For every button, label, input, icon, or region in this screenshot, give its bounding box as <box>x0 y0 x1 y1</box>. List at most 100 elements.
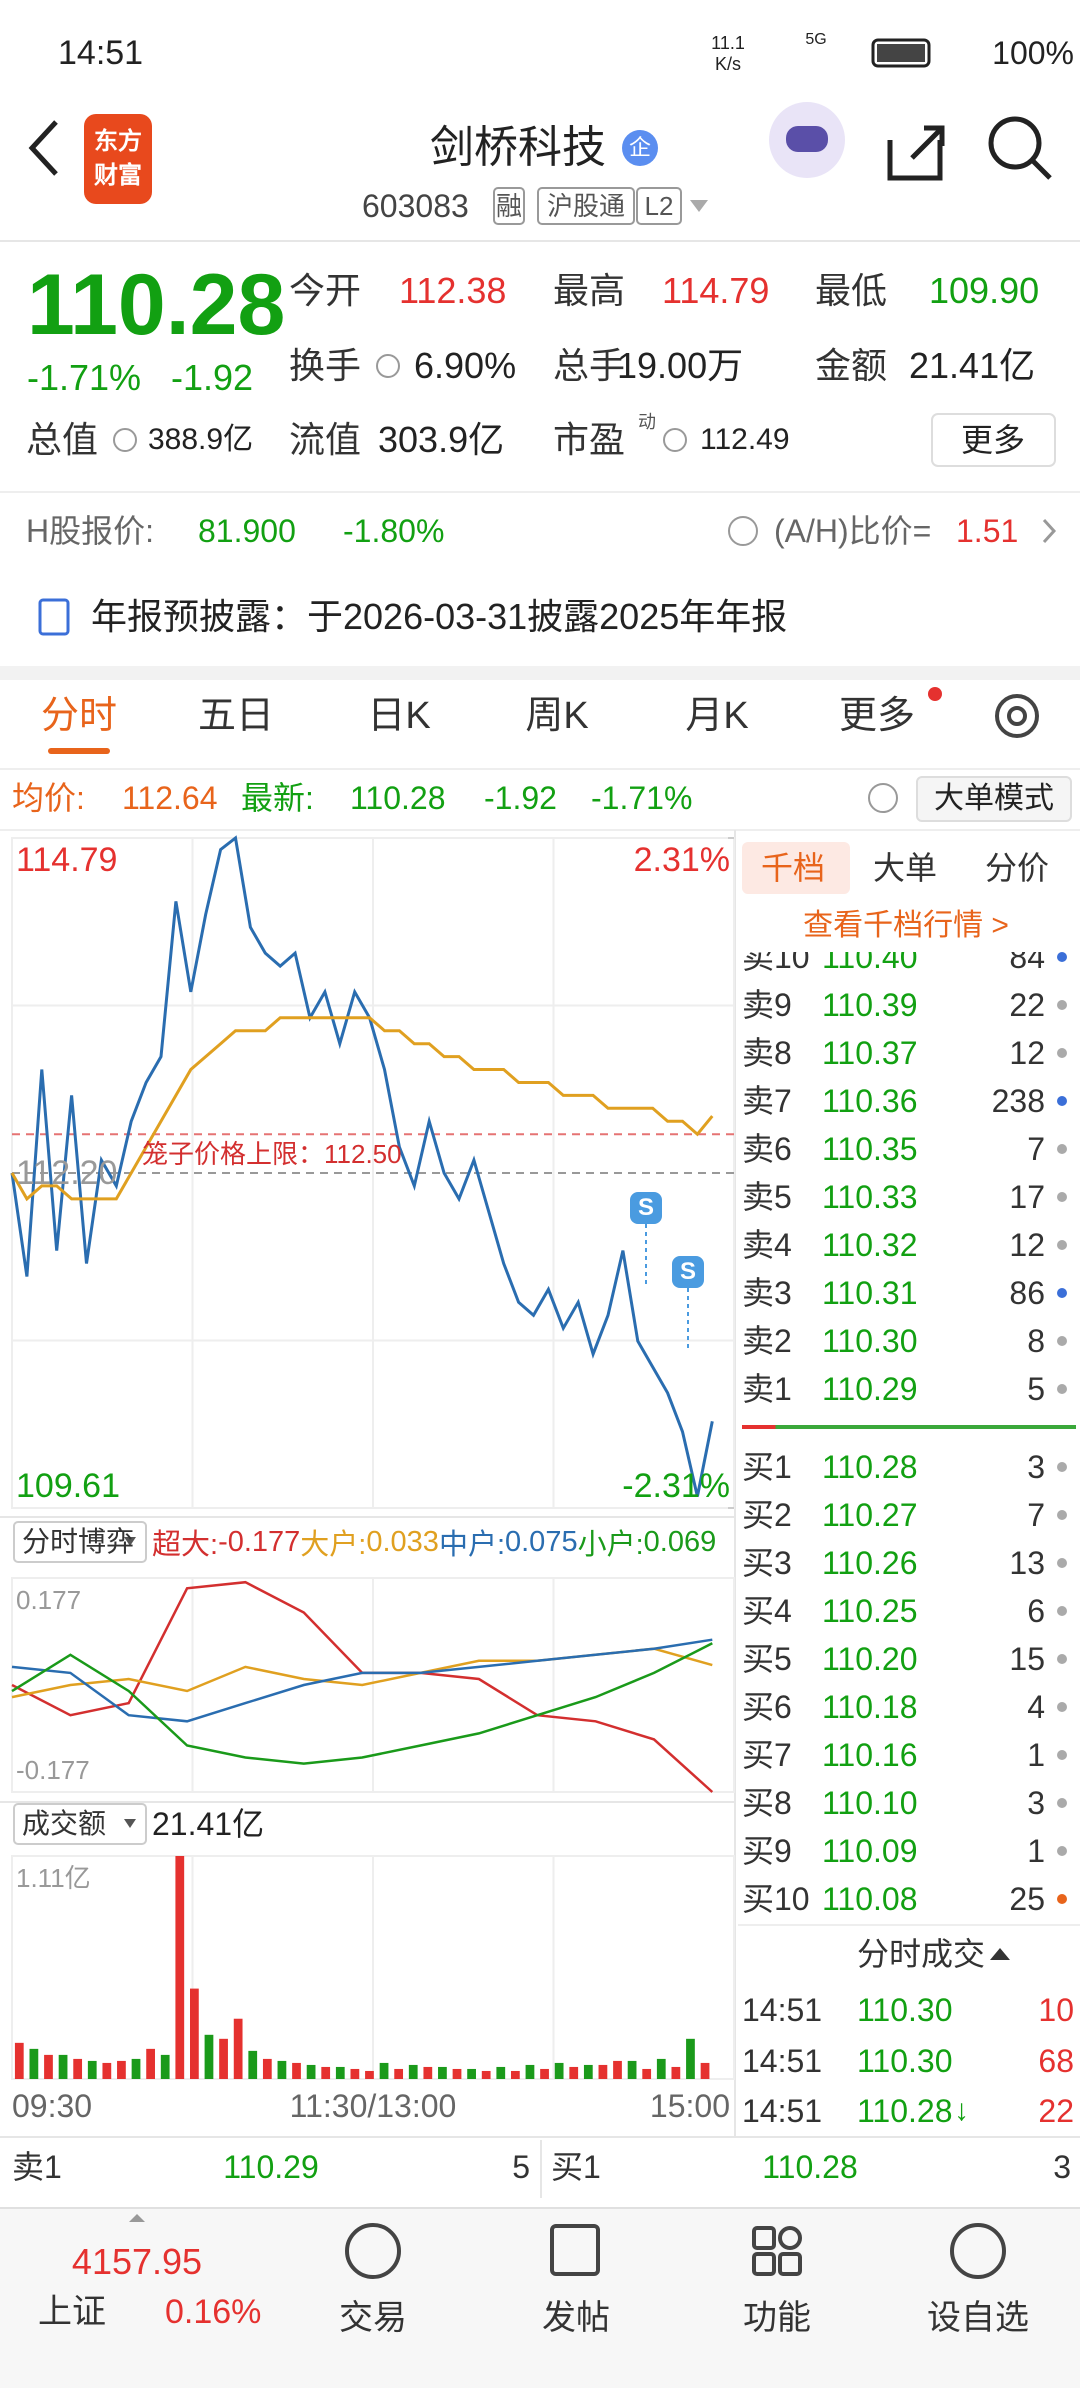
notification-dot <box>928 687 942 701</box>
nav-icon[interactable] <box>752 2226 776 2250</box>
avg-line <box>10 1016 714 1202</box>
volume-bar <box>671 2066 681 2079</box>
order-label: 卖4 <box>742 1227 792 1263</box>
network-type: 5G <box>805 31 827 48</box>
order-volume: 6 <box>1027 1593 1045 1629</box>
nav-icon[interactable] <box>950 2223 1006 2279</box>
tag-box <box>493 187 525 225</box>
index-value[interactable]: 4157.95 <box>71 2241 203 2282</box>
order-price: 110.36 <box>822 1083 918 1119</box>
flow-button[interactable] <box>13 1521 147 1563</box>
tab[interactable]: 分时 <box>40 695 118 737</box>
index-pct[interactable]: 0.16% <box>165 2293 262 2331</box>
sort-icon[interactable] <box>990 1948 1010 1960</box>
order-label: 买4 <box>742 1593 792 1629</box>
volume-bar <box>452 2068 462 2079</box>
order-price: 110.39 <box>822 987 918 1023</box>
separator-band <box>0 666 1080 680</box>
panel-tab[interactable]: 大单 <box>872 850 938 886</box>
dropdown-icon[interactable] <box>690 200 708 212</box>
order-label: 卖3 <box>742 1275 792 1311</box>
y-tick-label: 1.11亿 <box>16 1863 91 1893</box>
info-icon[interactable] <box>663 428 687 452</box>
nav-icon[interactable] <box>550 2224 600 2276</box>
legend-label: 小户: <box>577 1529 644 1561</box>
legend-value: -0.177 <box>218 1525 301 1558</box>
volume-bar <box>467 2068 476 2079</box>
battery-level: 100% <box>992 35 1074 71</box>
status-time: 14:51 <box>58 34 144 72</box>
field-value: 19.00万 <box>617 345 744 386</box>
search-icon[interactable] <box>988 116 1042 170</box>
order-price: 110.26 <box>822 1545 918 1581</box>
order-price: 110.29 <box>822 1371 918 1407</box>
tab[interactable]: 日K <box>367 695 431 737</box>
net-speed-unit: K/s <box>714 54 742 74</box>
nav-bar <box>0 2208 1080 2388</box>
nav-item[interactable]: 设自选 <box>927 2299 1029 2337</box>
order-label: 买5 <box>742 1641 792 1677</box>
volume-bar <box>219 2038 228 2079</box>
order-price: 110.08 <box>822 1881 918 1917</box>
volume-bar <box>204 2034 214 2079</box>
volume-bar <box>394 2068 404 2079</box>
trade-volume: 10 <box>1038 1992 1074 2028</box>
volume-bar <box>700 2062 710 2079</box>
order-price: 110.20 <box>822 1641 918 1677</box>
ah-ratio-label: (A/H)比价= <box>774 513 932 549</box>
legend-value: 0.075 <box>505 1525 578 1558</box>
nav-icon[interactable] <box>345 2223 401 2279</box>
order-dot <box>1057 1510 1067 1520</box>
logo-text: 财富 <box>94 162 142 189</box>
tab[interactable]: 月K <box>685 695 749 737</box>
share-icon[interactable] <box>887 125 945 181</box>
volume-bar <box>306 2064 316 2079</box>
info-icon[interactable] <box>113 428 137 452</box>
mode-button[interactable] <box>916 776 1072 822</box>
tab[interactable]: 更多 <box>838 695 916 737</box>
info-icon[interactable] <box>376 354 400 378</box>
order-price: 110.16 <box>822 1737 918 1773</box>
order-dot <box>1057 1654 1067 1664</box>
volume-button[interactable]: 成交额 <box>22 1808 107 1839</box>
field-label: 总值 <box>26 419 99 460</box>
field-label: 最高 <box>553 270 626 311</box>
more-button[interactable]: 更多 <box>960 422 1026 458</box>
volume-bar <box>292 2062 301 2079</box>
order-label: 买6 <box>742 1689 792 1725</box>
order-label: 卖8 <box>742 1035 792 1071</box>
help-icon[interactable] <box>868 783 898 813</box>
help-icon[interactable] <box>728 516 758 546</box>
order-label: 卖5 <box>742 1179 792 1215</box>
field-value: 112.49 <box>700 423 790 456</box>
nav-item[interactable]: 发帖 <box>542 2299 610 2337</box>
depth-link[interactable]: 查看千档行情 > <box>803 909 1009 942</box>
flow-line <box>11 1580 714 1793</box>
panel-tab[interactable]: 分价 <box>984 850 1050 886</box>
flow-line <box>11 1638 713 1723</box>
tab[interactable]: 周K <box>525 695 589 737</box>
mode-button[interactable]: 大单模式 <box>934 782 1054 815</box>
panel-tab[interactable]: 千档 <box>760 850 826 886</box>
order-price: 110.10 <box>822 1785 918 1821</box>
nav-item[interactable]: 功能 <box>743 2299 811 2337</box>
more-button[interactable] <box>931 413 1056 467</box>
expand-icon[interactable] <box>129 2214 145 2222</box>
field-label: 总手 <box>553 345 626 386</box>
notice-text[interactable]: 年报预披露：于2026-03-31披露2025年年报 <box>91 596 788 637</box>
ah-ratio[interactable]: 1.51 <box>956 513 1019 549</box>
chevron-icon[interactable] <box>1042 518 1057 544</box>
tab[interactable]: 五日 <box>197 695 275 737</box>
back-button[interactable] <box>28 120 58 176</box>
field-label: 金额 <box>815 345 888 386</box>
volume-bar <box>540 2068 549 2079</box>
index-name[interactable]: 上证 <box>38 2293 106 2331</box>
flow-button[interactable]: 分时博弈 <box>22 1526 135 1557</box>
x-tick-label: 15:00 <box>649 2088 730 2124</box>
order-dot <box>1057 1192 1067 1202</box>
volume-button[interactable] <box>13 1803 147 1845</box>
legend-label: 大户: <box>300 1529 367 1561</box>
settings-icon[interactable] <box>995 694 1039 738</box>
nav-item[interactable]: 交易 <box>339 2299 407 2337</box>
order-volume: 1 <box>1027 1737 1045 1773</box>
